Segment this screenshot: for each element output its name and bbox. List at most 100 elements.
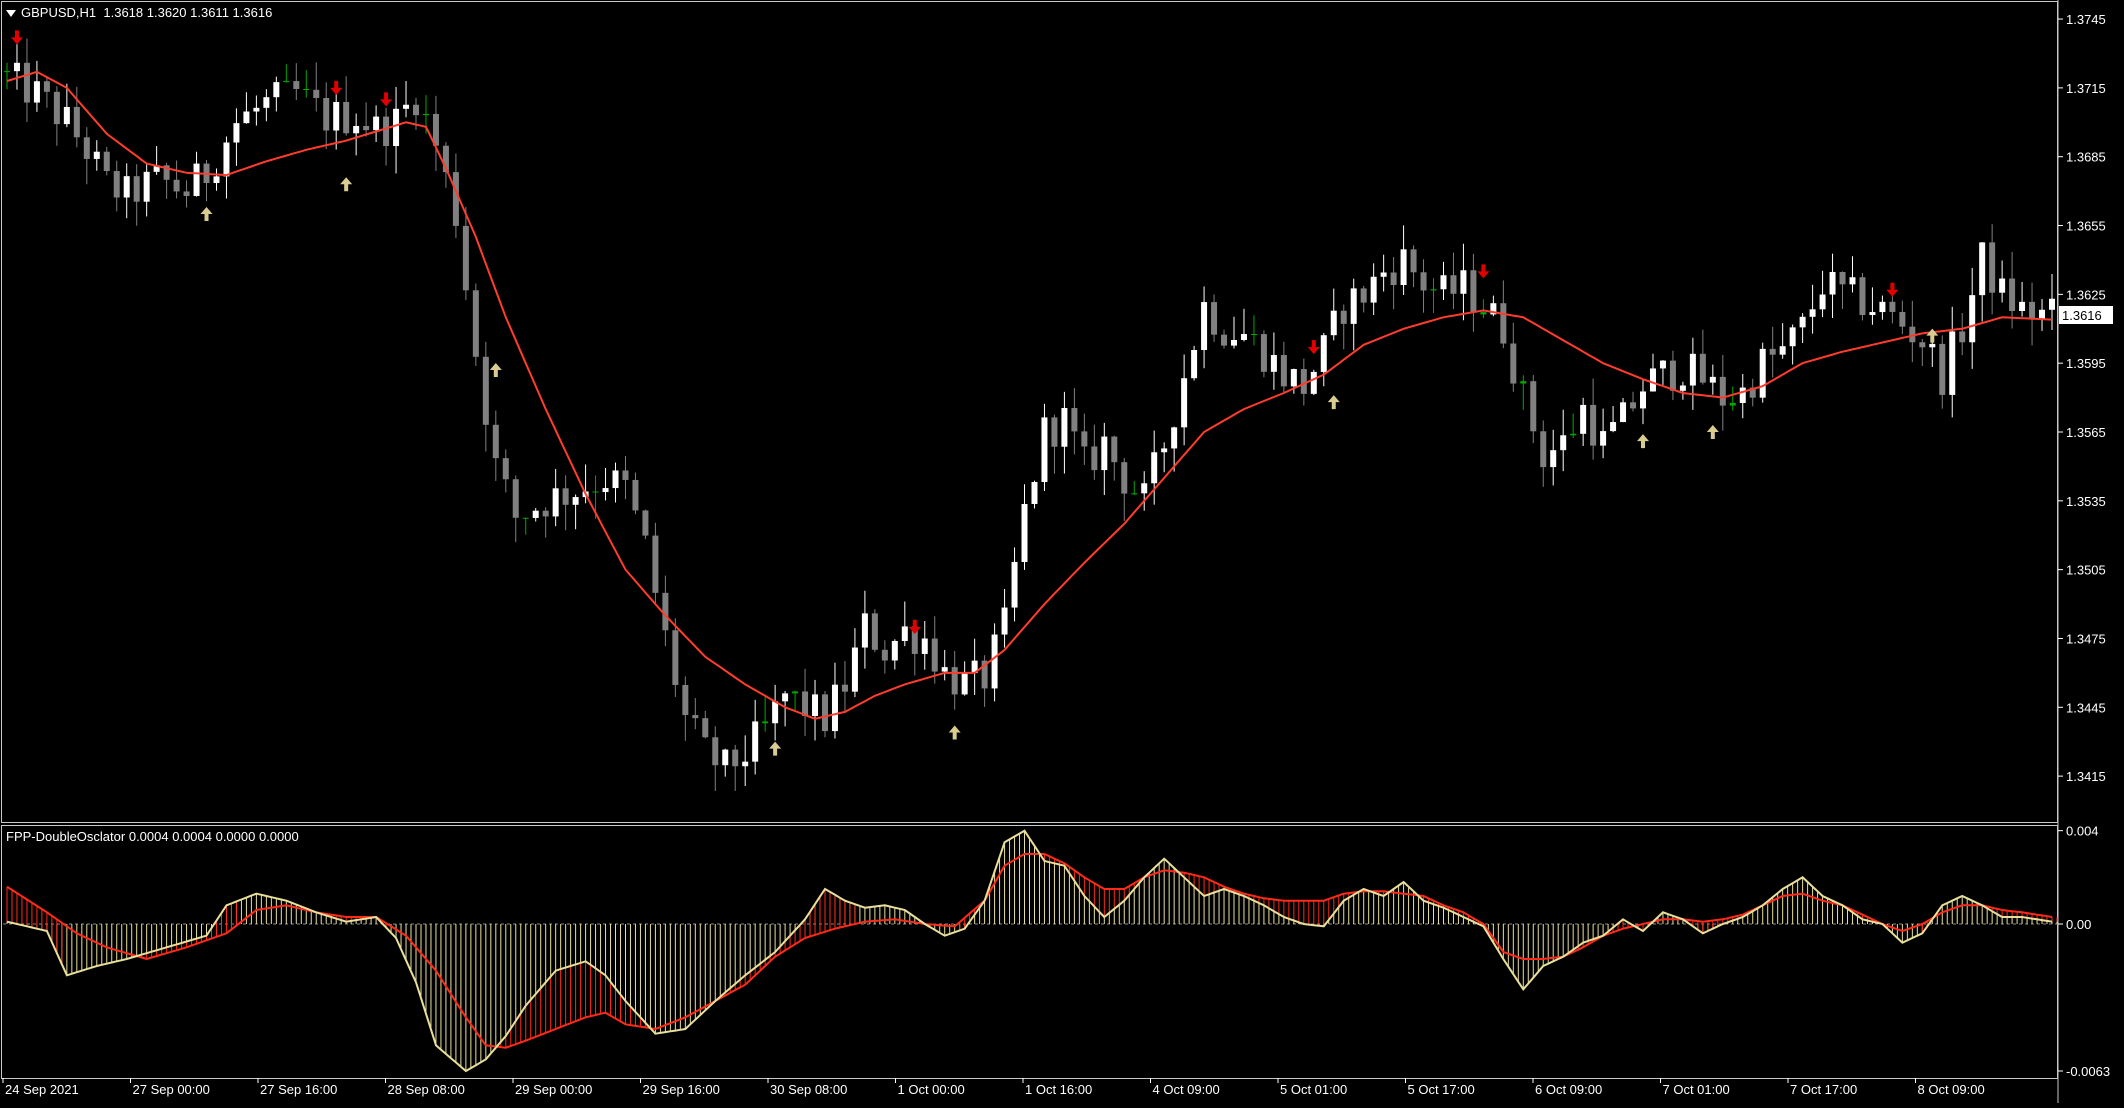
candle-body bbox=[712, 737, 719, 766]
candle-body bbox=[1560, 435, 1567, 451]
sell-arrow-icon bbox=[908, 620, 921, 634]
candle-body bbox=[462, 225, 469, 291]
chart-title: GBPUSD,H1 1.3618 1.3620 1.3611 1.3616 bbox=[6, 5, 272, 20]
candle-body bbox=[1480, 312, 1487, 315]
candle-body bbox=[1849, 277, 1856, 285]
candle-body bbox=[851, 647, 858, 692]
candle-body bbox=[1829, 271, 1836, 295]
candle-body bbox=[1759, 348, 1766, 398]
sell-arrow-icon bbox=[1307, 340, 1320, 355]
candle-body bbox=[602, 488, 609, 493]
candle-body bbox=[981, 660, 988, 689]
candle-body bbox=[163, 165, 170, 180]
symbol-label: GBPUSD,H1 bbox=[21, 5, 97, 20]
moving-average-line bbox=[6, 70, 2053, 720]
candle-body bbox=[562, 488, 569, 505]
candle-body bbox=[1929, 343, 1936, 348]
candle-body bbox=[642, 510, 649, 536]
time-tick-label: 5 Oct 17:00 bbox=[1408, 1082, 1475, 1097]
candle-body bbox=[1101, 436, 1108, 471]
candle-body bbox=[1490, 303, 1497, 315]
candle-body bbox=[1989, 242, 1996, 293]
current-price-box bbox=[2059, 306, 2113, 324]
candle-body bbox=[1689, 353, 1696, 386]
price-tick-label: 1.3655 bbox=[2066, 219, 2106, 234]
candle-body bbox=[1570, 433, 1577, 436]
candle-body bbox=[1420, 272, 1427, 291]
candle-body bbox=[73, 106, 80, 138]
candle-body bbox=[1709, 376, 1716, 383]
indicator-values: 0.0004 0.0004 0.0000 0.0000 bbox=[128, 829, 299, 844]
sell-arrow-icon bbox=[1886, 282, 1899, 297]
candle-body bbox=[1789, 327, 1796, 347]
candle-body bbox=[1640, 391, 1646, 409]
candle-body bbox=[1550, 450, 1557, 468]
candle-body bbox=[941, 667, 948, 672]
candle-body bbox=[572, 497, 579, 505]
candle-body bbox=[1340, 310, 1347, 324]
candle-body bbox=[33, 81, 40, 103]
price-tick-label: 1.3715 bbox=[2066, 81, 2106, 96]
buy-arrow-icon bbox=[489, 363, 502, 378]
sell-arrow-icon bbox=[380, 92, 393, 107]
candle-body bbox=[1161, 448, 1168, 453]
candle-body bbox=[153, 165, 160, 172]
candle-body bbox=[393, 108, 400, 147]
candle-body bbox=[891, 640, 898, 661]
time-tick-label: 4 Oct 09:00 bbox=[1153, 1082, 1220, 1097]
candle-body bbox=[1809, 309, 1816, 317]
candle-body bbox=[1410, 249, 1417, 273]
time-tick-label: 1 Oct 00:00 bbox=[898, 1082, 965, 1097]
candle-body bbox=[1011, 561, 1018, 608]
candle-body bbox=[233, 123, 240, 143]
candle-body bbox=[183, 191, 190, 196]
candle-body bbox=[1889, 301, 1896, 312]
time-tick-label: 30 Sep 08:00 bbox=[770, 1082, 847, 1097]
candle-body bbox=[622, 470, 629, 480]
candle-body bbox=[1859, 277, 1866, 316]
candle-body bbox=[1260, 334, 1267, 372]
candle-body bbox=[1191, 350, 1198, 379]
candle-body bbox=[93, 151, 100, 159]
buy-arrow-icon bbox=[948, 725, 961, 740]
candle-body bbox=[1630, 402, 1637, 409]
candle-body bbox=[1021, 503, 1028, 562]
candle-body bbox=[1719, 376, 1726, 406]
candle-body bbox=[1370, 276, 1377, 303]
candle-body bbox=[492, 424, 499, 459]
candle-body bbox=[1799, 316, 1806, 328]
candle-body bbox=[1231, 339, 1237, 346]
candle-body bbox=[792, 691, 799, 694]
candle-body bbox=[1899, 311, 1906, 327]
candle-body bbox=[1699, 353, 1706, 383]
candle-body bbox=[1071, 407, 1078, 432]
candle-body bbox=[263, 97, 270, 108]
candle-body bbox=[1939, 343, 1946, 395]
buy-arrow-icon bbox=[1327, 395, 1340, 410]
candle-body bbox=[452, 172, 459, 226]
candle-body bbox=[1270, 355, 1277, 372]
candle-body bbox=[1909, 326, 1916, 343]
candle-body bbox=[1530, 381, 1537, 432]
candle-body bbox=[1051, 417, 1058, 447]
candle-body bbox=[1091, 446, 1098, 471]
candle-body bbox=[383, 116, 390, 147]
time-tick-label: 24 Sep 2021 bbox=[5, 1082, 79, 1097]
candle-body bbox=[822, 694, 828, 732]
candle-body bbox=[1460, 270, 1467, 294]
time-tick-label: 28 Sep 08:00 bbox=[388, 1082, 465, 1097]
candle-body bbox=[1969, 295, 1976, 343]
candle-body bbox=[373, 116, 380, 131]
dropdown-triangle-icon[interactable] bbox=[6, 10, 16, 18]
candle-body bbox=[363, 126, 370, 131]
candle-body bbox=[901, 626, 908, 641]
candle-body bbox=[83, 137, 90, 159]
buy-arrow-icon bbox=[1637, 434, 1649, 449]
candle-body bbox=[1649, 368, 1656, 392]
candle-body bbox=[841, 684, 848, 692]
candle-body bbox=[592, 491, 599, 493]
candle-body bbox=[1749, 387, 1756, 398]
candle-body bbox=[1999, 278, 2006, 293]
